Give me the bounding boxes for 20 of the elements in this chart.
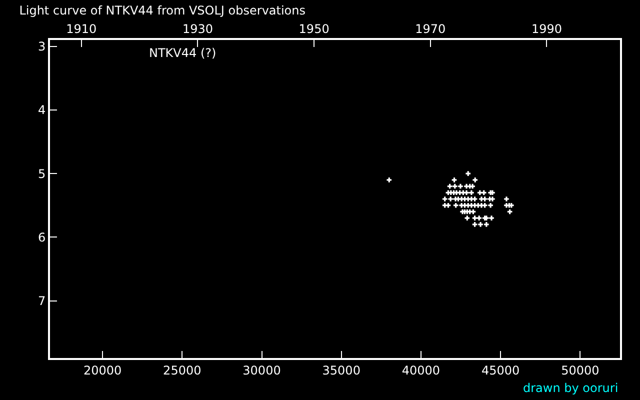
x-tick-label: 40000 (402, 363, 440, 378)
y-tick-label: 4 (38, 103, 46, 118)
y-tick-label: 5 (38, 166, 46, 181)
y-tick-label: 7 (38, 294, 46, 308)
x-tick-label: 30000 (242, 363, 281, 378)
x2-tick-label: 1930 (182, 22, 214, 36)
x-tick-label: 20000 (83, 363, 122, 378)
x-tick-label: 50000 (561, 363, 600, 378)
chart-title: Light curve of NTKV44 from VSOLJ observations (19, 3, 306, 18)
text: drawn by ooruri (523, 381, 618, 395)
x2-tick-label: 1970 (415, 22, 446, 36)
x2-tick-label: 1910 (66, 22, 97, 36)
y-tick-label: 3 (38, 40, 46, 54)
x2-tick-label: 1950 (298, 22, 330, 36)
x-tick-label: 25000 (163, 363, 202, 378)
annotation: NTKV44 (?) (149, 46, 216, 60)
x-tick-label: 45000 (481, 363, 520, 378)
x-tick-label: 35000 (322, 363, 360, 378)
x2-tick-label: 1990 (531, 22, 562, 36)
y-tick-label: 6 (38, 230, 46, 244)
